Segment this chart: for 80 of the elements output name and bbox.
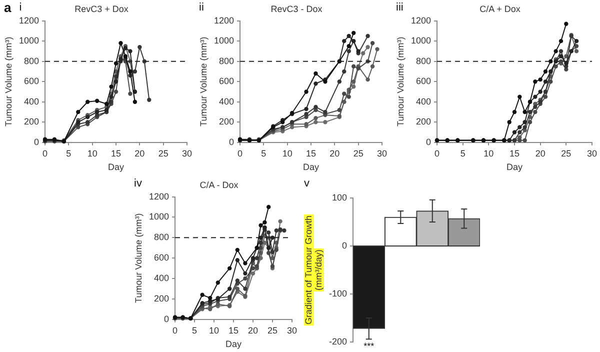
y-tick-label: 600: [154, 252, 170, 263]
x-tick-label: 15: [228, 325, 239, 336]
y-tick-label: 800: [24, 56, 40, 66]
x-tick-label: 20: [330, 148, 340, 158]
x-tick-label: 15: [510, 148, 520, 158]
x-tick-label: 15: [306, 148, 316, 158]
x-tick-label: 25: [353, 148, 364, 158]
y-tick-label: 100: [332, 192, 348, 202]
x-tick-label: 30: [286, 325, 297, 336]
chart-title: C/A + Dox: [480, 4, 521, 14]
x-tick-label: 30: [182, 148, 192, 158]
y-tick-label: 200: [154, 293, 170, 304]
y-tick-label: 400: [218, 96, 234, 106]
x-tick-label: 15: [111, 148, 122, 158]
y-axis-title: Tumour Volume (mm³): [395, 36, 406, 126]
y-tick-label: 0: [229, 136, 234, 147]
y-axis-title: Tumour Volume (mm³): [198, 36, 208, 126]
text: iii: [396, 2, 404, 14]
x-axis-title: Day: [506, 162, 524, 172]
x-tick-label: 30: [586, 148, 597, 158]
y-tick-label: 600: [416, 76, 432, 86]
y-tick-label: 400: [154, 273, 170, 284]
y-tick-label: -200: [329, 336, 348, 346]
x-tick-label: 5: [261, 148, 266, 158]
y-tick-label: 1200: [410, 15, 432, 26]
x-tick-label: 20: [535, 148, 546, 158]
y-tick-label: 800: [218, 56, 234, 66]
y-tick-label: 0: [426, 136, 432, 147]
y-tick-label: 400: [416, 96, 432, 106]
x-tick-label: 30: [376, 148, 387, 158]
x-tick-label: 20: [248, 325, 258, 336]
x-tick-label: 10: [87, 148, 98, 158]
annotation: ***: [364, 341, 375, 352]
text: i: [19, 2, 22, 14]
y-tick-label: 1000: [18, 36, 40, 46]
y-tick-label: 0: [342, 240, 348, 250]
text: iv: [134, 178, 142, 190]
chart-title: RevC3 - Dox: [270, 4, 323, 14]
text: ii: [199, 2, 204, 14]
y-tick-label: -100: [329, 288, 348, 298]
x-tick-label: 20: [134, 148, 145, 158]
x-tick-label: 10: [209, 325, 220, 336]
text: a: [4, 0, 12, 16]
x-tick-label: 0: [172, 325, 178, 336]
text: v: [304, 178, 310, 190]
x-tick-label: 5: [192, 325, 198, 336]
x-tick-label: 25: [158, 148, 168, 158]
x-tick-label: 25: [561, 148, 572, 158]
y-tick-label: 200: [24, 116, 40, 127]
y-tick-label: 1000: [214, 36, 234, 46]
y-tick-label: 400: [24, 96, 40, 106]
y-tick-label: 0: [164, 314, 170, 324]
x-axis-title: Day: [108, 162, 125, 172]
x-tick-label: 0: [238, 148, 243, 158]
x-tick-label: 10: [484, 148, 494, 158]
y-tick-label: 200: [218, 116, 234, 127]
x-tick-label: 25: [267, 325, 278, 336]
x-tick-label: 10: [282, 148, 292, 158]
y-tick-label: 600: [218, 76, 234, 86]
y-tick-label: 1000: [410, 36, 432, 46]
y-axis-title: Tumour Volume (mm³): [133, 213, 144, 303]
y-tick-label: 1200: [214, 15, 234, 26]
x-axis-title: Day: [303, 162, 320, 172]
y-tick-label: 200: [416, 116, 432, 127]
y-tick-label: 800: [416, 56, 432, 66]
y-axis-title: Tumour Volume (mm³): [3, 36, 14, 126]
y-tick-label: 1200: [148, 191, 170, 202]
x-tick-label: 0: [42, 148, 48, 158]
x-tick-label: 5: [66, 148, 72, 158]
chart-title: RevC3 + Dox: [74, 4, 129, 14]
y-axis-title: Gradient of Tumour Growth (mm³/day): [303, 215, 324, 325]
y-tick-label: 800: [154, 232, 170, 242]
chart-title: C/A - Dox: [200, 180, 239, 190]
x-axis-title: Day: [226, 339, 242, 350]
x-tick-label: 5: [460, 148, 466, 158]
y-tick-label: 600: [24, 76, 40, 86]
x-tick-label: 0: [434, 148, 440, 158]
y-tick-label: 1000: [148, 212, 170, 222]
y-tick-label: 1200: [18, 15, 40, 26]
y-tick-label: 0: [34, 136, 40, 147]
